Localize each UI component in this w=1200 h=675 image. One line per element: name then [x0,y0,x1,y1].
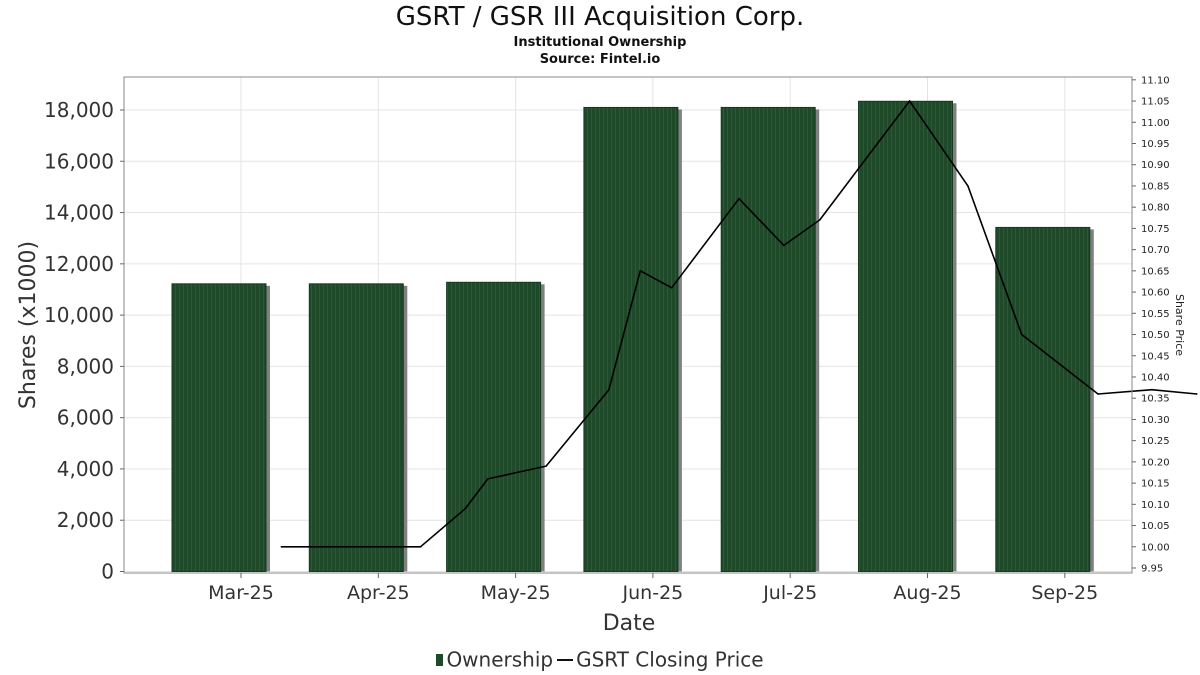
bar-body [308,283,404,572]
price-point [280,545,283,548]
legend-price-label: GSRT Closing Price [576,647,764,672]
price-point [670,287,673,289]
y2-tick-label: 10.80 [1141,203,1170,214]
chart-source: Source: Fintel.io [539,52,661,67]
bar [720,106,820,573]
y2-tick-label: 11.00 [1141,118,1170,129]
y-tick-label: 0 [101,560,114,584]
bar-body [720,106,816,573]
chart-subtitle: Institutional Ownership [513,35,687,50]
y2-tick-label: 10.05 [1141,521,1170,532]
price-line [280,100,1198,548]
y2-tick-label: 11.05 [1141,97,1170,108]
bar-body [995,226,1091,572]
y2-tick-label: 10.25 [1141,436,1170,447]
y2-tick-label: 10.15 [1141,479,1170,490]
y-tick-label: 4,000 [57,457,114,481]
price-point [464,507,467,510]
legend: Ownership GSRT Closing Price [0,646,1200,672]
y-tick-label: 16,000 [44,149,114,173]
legend-price-swatch [557,658,574,661]
price-point [639,270,642,272]
price-point [1020,333,1023,336]
y-tick-label: 10,000 [44,303,114,327]
x-tick-label: Mar-25 [208,582,274,604]
y2-tick-label: 10.55 [1141,309,1170,320]
y2-tick-label: 10.85 [1141,181,1170,192]
y2-axis-ticks: 9.95 10.00 10.05 10.10 10.15 10.20 10.25 10.30 1… [1132,75,1170,575]
y2-tick-label: 10.30 [1141,415,1170,426]
price-point [738,197,740,200]
x-tick-label: Sep-25 [1031,582,1098,604]
price-point [419,545,422,548]
price-point [1151,388,1153,391]
bar [583,106,682,573]
price-point [545,465,547,467]
x-tick-label: Apr-25 [347,582,410,604]
bar-body [446,281,542,572]
x-axis-ticks: Mar-25 Apr-25 May-25 Jun-25 Jul-25 Aug-25 Sep-… [208,573,1098,604]
y-tick-label: 14,000 [44,201,114,225]
bar [858,100,957,572]
y2-tick-label: 10.00 [1141,542,1170,553]
y2-tick-label: 10.70 [1141,245,1170,256]
plot-frame [123,76,1133,574]
y2-tick-label: 10.45 [1141,351,1170,362]
chart-title: GSRT / GSR III Acquisition Corp. [395,2,805,32]
bar [308,283,408,572]
price-point [1097,393,1099,395]
price-point [486,478,489,480]
y2-tick-label: 10.10 [1141,500,1170,511]
y-tick-label: 12,000 [44,252,114,276]
bar [171,283,270,572]
bar [446,281,545,572]
y2-tick-label: 10.40 [1141,372,1170,383]
legend-ownership-label: Ownership [446,647,554,672]
y2-tick-label: 10.35 [1141,394,1170,405]
price-point [967,185,969,187]
x-tick-label: May-25 [481,582,551,604]
bar-body [858,100,953,572]
price-point [1195,393,1198,395]
y-tick-label: 8,000 [57,354,114,378]
price-point [608,388,610,391]
price-point [908,100,911,102]
y2-tick-label: 10.20 [1141,457,1170,468]
y2-tick-label: 11.10 [1141,75,1170,86]
y-axis-ticks: 0 2,000 4,000 6,000 8,000 10,000 12,000 14,000 1… [44,98,124,584]
x-tick-label: Jul-25 [762,582,817,604]
y2-tick-label: 10.75 [1141,224,1170,235]
y2-tick-label: 10.90 [1141,160,1170,171]
bar-body [583,106,679,573]
y-axis-label: Shares (x1000) [16,241,41,409]
y2-tick-label: 10.65 [1141,266,1170,277]
y2-tick-label: 9.95 [1141,564,1163,575]
bars [171,100,1094,573]
bar [995,226,1094,572]
y2-tick-label: 10.60 [1141,288,1170,299]
x-tick-label: Aug-25 [893,582,961,604]
y2-axis-label: Share Price [1173,294,1186,356]
price-point [783,244,785,247]
x-axis-label: Date [603,611,656,636]
price-point [819,219,821,221]
y-tick-label: 18,000 [44,98,114,122]
y-tick-label: 6,000 [57,406,114,430]
y2-tick-label: 10.95 [1141,139,1170,150]
bar-body [171,283,267,572]
x-tick-label: Jun-25 [622,582,684,604]
y-tick-label: 2,000 [57,508,114,532]
y2-tick-label: 10.50 [1141,330,1170,341]
legend-ownership-swatch [436,653,444,666]
